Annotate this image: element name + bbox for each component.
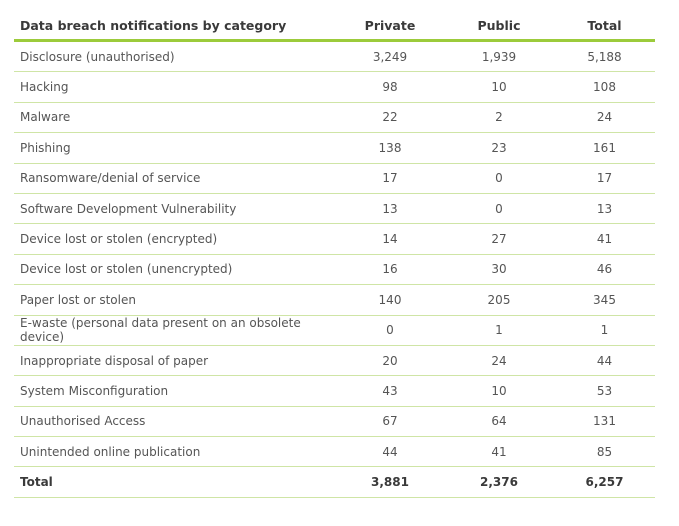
value-cell: 27 [444,223,554,255]
table-row: Software Development Vulnerability 13 0 13 [14,193,655,225]
value-cell: 16 [336,254,444,286]
total-label: Total [14,466,336,498]
table-row: E-waste (personal data present on an obs… [14,315,655,346]
value-cell: 98 [336,71,444,103]
category-cell: Malware [14,102,336,134]
category-cell: Device lost or stolen (unencrypted) [14,254,336,286]
value-cell: 131 [554,406,655,438]
table-row: Ransomware/denial of service 17 0 17 [14,163,655,194]
value-cell: 17 [336,163,444,194]
value-cell: 20 [336,345,444,377]
category-cell: Ransomware/denial of service [14,163,336,194]
table-row: Unintended online publication 44 41 85 [14,436,655,468]
table-row: Unauthorised Access 67 64 131 [14,406,655,438]
category-cell: Disclosure (unauthorised) [14,40,336,73]
value-cell: 85 [554,436,655,468]
table-row: Device lost or stolen (encrypted) 14 27 41 [14,223,655,255]
value-cell: 10 [444,71,554,103]
value-cell: 43 [336,375,444,407]
table-row: Device lost or stolen (unencrypted) 16 30 4… [14,254,655,286]
value-cell: 0 [444,193,554,225]
value-cell: 13 [554,193,655,225]
table-row: Paper lost or stolen 140 205 345 [14,284,655,316]
value-cell: 0 [336,315,444,346]
value-cell: 2 [444,102,554,134]
value-cell: 1 [554,315,655,346]
header-cell: Private [336,12,444,42]
category-cell: System Misconfiguration [14,375,336,407]
value-cell: 138 [336,132,444,164]
table-row: Disclosure (unauthorised) 3,249 1,939 5,188 [14,40,655,73]
category-cell: Unauthorised Access [14,406,336,438]
header-cell: Total [554,12,655,42]
category-cell: Software Development Vulnerability [14,193,336,225]
value-cell: 41 [444,436,554,468]
category-cell: Hacking [14,71,336,103]
value-cell: 1,939 [444,40,554,73]
value-cell: 44 [554,345,655,377]
value-cell: 24 [554,102,655,134]
table-row: Hacking 98 10 108 [14,71,655,103]
total-value: 2,376 [444,466,554,498]
value-cell: 30 [444,254,554,286]
value-cell: 64 [444,406,554,438]
category-cell: Device lost or stolen (encrypted) [14,223,336,255]
value-cell: 17 [554,163,655,194]
value-cell: 108 [554,71,655,103]
value-cell: 23 [444,132,554,164]
value-cell: 67 [336,406,444,438]
category-cell: Paper lost or stolen [14,284,336,316]
value-cell: 1 [444,315,554,346]
value-cell: 24 [444,345,554,377]
category-cell: Inappropriate disposal of paper [14,345,336,377]
header-cell: Public [444,12,554,42]
value-cell: 345 [554,284,655,316]
table-row: System Misconfiguration 43 10 53 [14,375,655,407]
breach-table: Data breach notifications by category Pri… [14,12,655,498]
value-cell: 22 [336,102,444,134]
value-cell: 161 [554,132,655,164]
category-cell: Unintended online publication [14,436,336,468]
value-cell: 205 [444,284,554,316]
value-cell: 41 [554,223,655,255]
category-cell: E-waste (personal data present on an obs… [14,315,336,346]
value-cell: 3,249 [336,40,444,73]
total-value: 3,881 [336,466,444,498]
value-cell: 46 [554,254,655,286]
value-cell: 14 [336,223,444,255]
total-row: Total 3,881 2,376 6,257 [14,466,655,498]
value-cell: 140 [336,284,444,316]
table-row: Phishing 138 23 161 [14,132,655,164]
header-row: Data breach notifications by category Pri… [14,12,655,42]
value-cell: 0 [444,163,554,194]
table-body: Disclosure (unauthorised) 3,249 1,939 5,188… [14,40,655,498]
value-cell: 44 [336,436,444,468]
category-cell: Phishing [14,132,336,164]
value-cell: 5,188 [554,40,655,73]
table-row: Malware 22 2 24 [14,102,655,134]
header-cell: Data breach notifications by category [14,12,336,42]
value-cell: 10 [444,375,554,407]
table-row: Inappropriate disposal of paper 20 24 44 [14,345,655,377]
total-value: 6,257 [554,466,655,498]
value-cell: 53 [554,375,655,407]
value-cell: 13 [336,193,444,225]
